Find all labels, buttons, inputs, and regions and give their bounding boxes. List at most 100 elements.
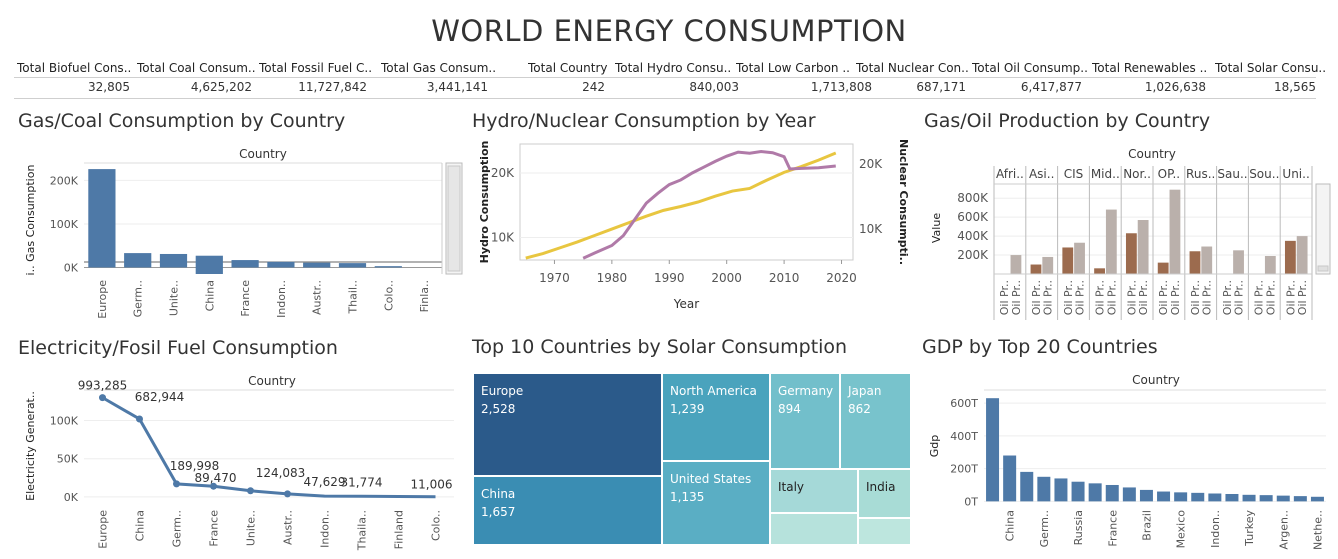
- bar: [374, 266, 402, 268]
- x-tick-label: France: [1106, 510, 1119, 547]
- kpi-label: Total Renewables ..: [1092, 61, 1208, 75]
- kpi-label: Total Coal Consum..: [137, 61, 256, 75]
- bar-negative: [195, 267, 223, 274]
- x-tick-label: Nethe..: [1311, 510, 1324, 550]
- kpi-header-row: [14, 58, 1316, 78]
- gdp-title: GDP by Top 20 Countries: [922, 336, 1158, 358]
- kpi-value: 687,171: [916, 80, 966, 94]
- electricity-title: Electricity/Fosil Fuel Consumption: [18, 337, 338, 359]
- kpi-label: Total Nuclear Con..: [856, 61, 969, 75]
- bar: [1189, 251, 1201, 274]
- bar: [1284, 240, 1296, 274]
- x-tick-label: Oil Pr..: [1010, 280, 1023, 315]
- kpi-bar: Total Biofuel Cons.. 32,805 Total Coal Con…: [14, 58, 1326, 99]
- kpi-value: 32,805: [88, 80, 130, 94]
- electricity-chart: Country 0K 50K 100K Electricity Generat.. 993…: [24, 374, 454, 551]
- treemap-cell-name: China: [481, 487, 516, 501]
- x-tick-label: Oil Pr..: [1221, 280, 1234, 315]
- bar: [1139, 489, 1153, 502]
- x-tick-label: Oil Pr..: [1169, 280, 1182, 315]
- kpi-value: 3,441,141: [426, 80, 488, 94]
- column-header: OP..: [1158, 167, 1180, 181]
- gdp-chart: Country 0T 200T 400T 600T Gdp China Germ.. Russi…: [928, 373, 1326, 550]
- kpi-value: 4,625,202: [190, 80, 252, 94]
- bar: [1225, 493, 1239, 502]
- x-tick-label: Unite..: [168, 280, 181, 316]
- treemap-cell: China 1,657: [473, 476, 662, 545]
- treemap-cell-name: Europe: [481, 384, 524, 398]
- x-tick-label: Thail..: [347, 280, 360, 315]
- axis-header: Country: [239, 147, 287, 161]
- y2-axis-label: Nuclear Consumpti..: [897, 140, 910, 265]
- x-tick-label: Oil Pr..: [1157, 280, 1170, 315]
- x-tick-label: Germ..: [1038, 510, 1051, 547]
- column-header: Uni..: [1282, 167, 1309, 181]
- kpi-label: Total Hydro Consu..: [615, 61, 732, 75]
- kpi-value: 1,713,808: [810, 80, 872, 94]
- y-tick-label: 100K: [50, 415, 79, 428]
- solar-title: Top 10 Countries by Solar Consumption: [472, 336, 848, 358]
- x-tick-label: Oil Pr..: [1030, 280, 1043, 315]
- treemap-cell: India: [858, 469, 911, 518]
- x-axis-label: Year: [673, 297, 699, 311]
- data-point: [247, 487, 254, 495]
- treemap-cell: [858, 518, 911, 545]
- x-tick-label: China: [134, 510, 147, 541]
- treemap-cell: Japan 862: [840, 373, 911, 469]
- bar: [195, 255, 223, 268]
- bar: [1276, 495, 1290, 502]
- gas-oil-title: Gas/Oil Production by Country: [924, 110, 1211, 132]
- bar: [1169, 189, 1181, 274]
- bar: [1259, 495, 1273, 502]
- x-tick-label: China: [203, 280, 216, 311]
- x-tick-label: Oil Pr..: [1125, 280, 1138, 315]
- x-tick-label: Colo..: [382, 280, 395, 311]
- bar: [1191, 492, 1205, 502]
- column-header: Sau..: [1217, 167, 1247, 181]
- bar: [1125, 233, 1137, 274]
- bar: [1157, 491, 1171, 502]
- treemap-cell-name: United States: [670, 472, 752, 486]
- x-tick-label: 2000: [711, 271, 742, 285]
- x-tick-label: Brazil: [1140, 510, 1153, 541]
- x-tick-label: 2010: [769, 271, 800, 285]
- bar: [986, 398, 1000, 502]
- scrollbar-thumb: [1317, 265, 1329, 272]
- x-tick-label: France: [239, 280, 252, 317]
- column-header: Sou..: [1249, 167, 1279, 181]
- data-label: 189,998: [170, 459, 220, 473]
- treemap-cell-value: 1,135: [670, 490, 705, 504]
- kpi-label: Total Solar Consu..: [1215, 61, 1327, 75]
- kpi-value: 242: [582, 80, 605, 94]
- y-tick-label: 10K: [491, 230, 515, 244]
- bar: [1037, 476, 1051, 502]
- column-header: Rus..: [1186, 167, 1215, 181]
- treemap-cell: [770, 513, 858, 545]
- bar: [159, 253, 188, 268]
- bar: [1105, 484, 1119, 502]
- x-tick-label: Finland: [393, 510, 406, 549]
- x-tick-label: Colo..: [430, 510, 443, 541]
- y-tick-label: 0T: [964, 495, 978, 508]
- x-tick-label: Oil Pr..: [1189, 280, 1202, 315]
- treemap-cell-value: 894: [778, 402, 801, 416]
- data-point: [210, 482, 217, 490]
- bar: [1137, 220, 1149, 274]
- series-line-nuclear: [582, 150, 836, 260]
- data-label: 31,774: [341, 475, 383, 489]
- x-tick-label: Indon..: [319, 510, 332, 548]
- hydro-nuclear-chart: 10K 20K 10K 20K 1970 1980 1990 2000 2010 2020 Year…: [478, 140, 910, 311]
- x-tick-label: Oil Pr..: [1042, 280, 1055, 315]
- x-tick-label: Oil Pr..: [998, 280, 1011, 315]
- x-tick-label: Oil Pr..: [1264, 280, 1277, 315]
- hydro-nuclear-title: Hydro/Nuclear Consumption by Year: [472, 110, 816, 132]
- x-tick-label: Oil Pr..: [1094, 280, 1107, 315]
- bar: [303, 262, 331, 268]
- y-axis-label: Gdp: [928, 435, 941, 458]
- column-header: Mid..: [1091, 167, 1120, 181]
- treemap-cell: Germany 894: [770, 373, 840, 469]
- y-tick-label: 50K: [57, 453, 79, 466]
- x-tick-label: 1970: [539, 271, 570, 285]
- x-tick-label: Europe: [97, 510, 110, 549]
- x-tick-label: Argen..: [1277, 510, 1290, 550]
